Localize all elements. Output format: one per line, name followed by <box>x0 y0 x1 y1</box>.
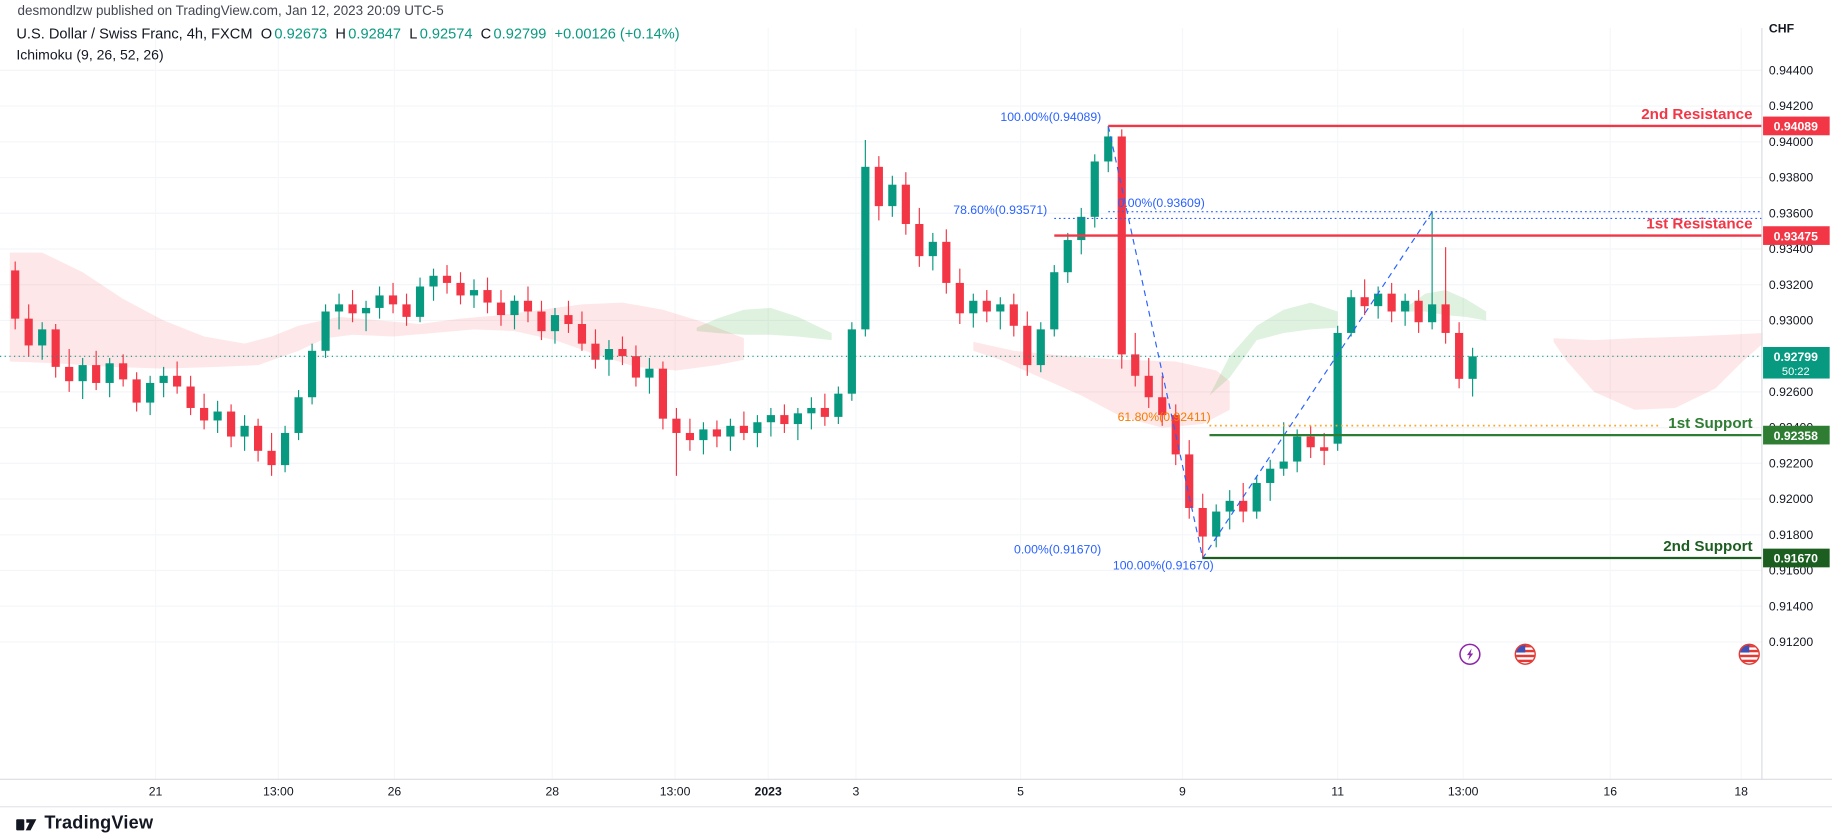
svg-text:26: 26 <box>388 785 402 799</box>
high-label: H <box>335 25 346 43</box>
open-label: O <box>260 25 273 43</box>
svg-text:0.93475: 0.93475 <box>1774 229 1818 243</box>
svg-text:0.93400: 0.93400 <box>1769 242 1813 256</box>
price-change: +0.00126 (+0.14%) <box>554 25 680 43</box>
grid <box>0 28 1762 780</box>
indicator-legend: Ichimoku (9, 26, 52, 26) <box>16 46 164 64</box>
svg-text:0.92200: 0.92200 <box>1769 456 1813 470</box>
svg-text:21: 21 <box>149 785 163 799</box>
close-value: 0.92799 <box>493 25 547 43</box>
svg-text:11: 11 <box>1331 785 1344 799</box>
svg-text:50:22: 50:22 <box>1782 366 1810 378</box>
tradingview-logo-icon <box>16 818 37 830</box>
svg-text:0.00%(0.93609): 0.00%(0.93609) <box>1118 196 1205 210</box>
svg-text:0.91800: 0.91800 <box>1769 528 1813 542</box>
low-value: 0.92574 <box>419 25 473 43</box>
footer-bar: TradingView <box>0 806 1832 840</box>
svg-text:18: 18 <box>1734 785 1748 799</box>
svg-text:100.00%(0.94089): 100.00%(0.94089) <box>1000 110 1101 124</box>
svg-text:0.92358: 0.92358 <box>1774 429 1818 443</box>
symbol-legend: U.S. Dollar / Swiss Franc, 4h, FXCM O 0.92… <box>16 25 679 66</box>
svg-text:0.93600: 0.93600 <box>1769 206 1813 220</box>
price-axis-badges: 0.94089 0.93475 0.92358 0.91670 0.92799 50:22 <box>1763 116 1830 568</box>
symbol-title: U.S. Dollar / Swiss Franc, 4h, FXCM <box>16 25 253 43</box>
lightning-event-icon[interactable] <box>1459 643 1481 665</box>
svg-text:0.93800: 0.93800 <box>1769 171 1813 185</box>
event-icons <box>1459 643 1760 665</box>
support-resistance-levels: 2nd Resistance 1st Resistance 1st Support 2… <box>1054 106 1762 560</box>
svg-text:0.94000: 0.94000 <box>1769 135 1813 149</box>
svg-text:13:00: 13:00 <box>660 785 691 799</box>
fib-retracement <box>1054 211 1762 427</box>
svg-text:28: 28 <box>545 785 559 799</box>
svg-text:3: 3 <box>852 785 859 799</box>
svg-text:2023: 2023 <box>755 785 782 799</box>
svg-text:1st Resistance: 1st Resistance <box>1646 216 1752 233</box>
svg-text:13:00: 13:00 <box>263 785 294 799</box>
publish-info-text: desmondlzw published on TradingView.com,… <box>17 4 444 19</box>
us-flag-event-icon[interactable] <box>1738 643 1760 665</box>
svg-text:1st Support: 1st Support <box>1668 415 1752 432</box>
svg-text:0.94200: 0.94200 <box>1769 99 1813 113</box>
time-axis[interactable]: 21 13:00 26 28 13:00 2023 3 5 9 11 13:00 16 18 <box>0 778 1832 799</box>
ichimoku-cloud <box>9 252 1763 428</box>
svg-text:0.93200: 0.93200 <box>1769 278 1813 292</box>
svg-text:0.91200: 0.91200 <box>1769 635 1813 649</box>
svg-text:0.92799: 0.92799 <box>1774 350 1818 364</box>
svg-text:0.92600: 0.92600 <box>1769 385 1813 399</box>
svg-text:0.93000: 0.93000 <box>1769 314 1813 328</box>
svg-text:78.60%(0.93571): 78.60%(0.93571) <box>953 203 1047 217</box>
svg-text:61.80%(0.92411): 61.80%(0.92411) <box>1118 410 1211 424</box>
open-value: 0.92673 <box>274 25 328 43</box>
svg-text:5: 5 <box>1017 785 1024 799</box>
price-axis[interactable]: 0.94400 0.94200 0.94000 0.93800 0.93600 0.934… <box>1761 22 1813 780</box>
svg-text:CHF: CHF <box>1769 22 1795 36</box>
svg-text:0.94400: 0.94400 <box>1769 63 1813 77</box>
tradingview-logo-text: TradingView <box>44 813 154 834</box>
candles <box>11 125 1477 558</box>
svg-text:13:00: 13:00 <box>1448 785 1479 799</box>
close-label: C <box>480 25 492 43</box>
us-flag-event-icon[interactable] <box>1514 643 1536 665</box>
svg-text:0.92000: 0.92000 <box>1769 492 1813 506</box>
svg-text:0.94089: 0.94089 <box>1774 120 1818 134</box>
svg-text:9: 9 <box>1179 785 1186 799</box>
low-label: L <box>409 25 418 43</box>
svg-text:2nd Resistance: 2nd Resistance <box>1641 106 1752 123</box>
high-value: 0.92847 <box>348 25 402 43</box>
svg-text:0.00%(0.91670): 0.00%(0.91670) <box>1014 542 1101 556</box>
svg-text:16: 16 <box>1603 785 1617 799</box>
fib-labels: 100.00%(0.94089) 78.60%(0.93571) 0.00%(0.9… <box>953 110 1213 572</box>
svg-text:100.00%(0.91670): 100.00%(0.91670) <box>1113 559 1214 573</box>
svg-text:0.91400: 0.91400 <box>1769 599 1813 613</box>
svg-text:0.91670: 0.91670 <box>1774 552 1818 566</box>
symbol-ohlc-row: U.S. Dollar / Swiss Franc, 4h, FXCM O 0.92… <box>16 25 679 45</box>
tradingview-logo[interactable]: TradingView <box>15 813 153 835</box>
svg-text:2nd Support: 2nd Support <box>1663 538 1752 555</box>
publish-info-bar: desmondlzw published on TradingView.com,… <box>0 0 1832 24</box>
